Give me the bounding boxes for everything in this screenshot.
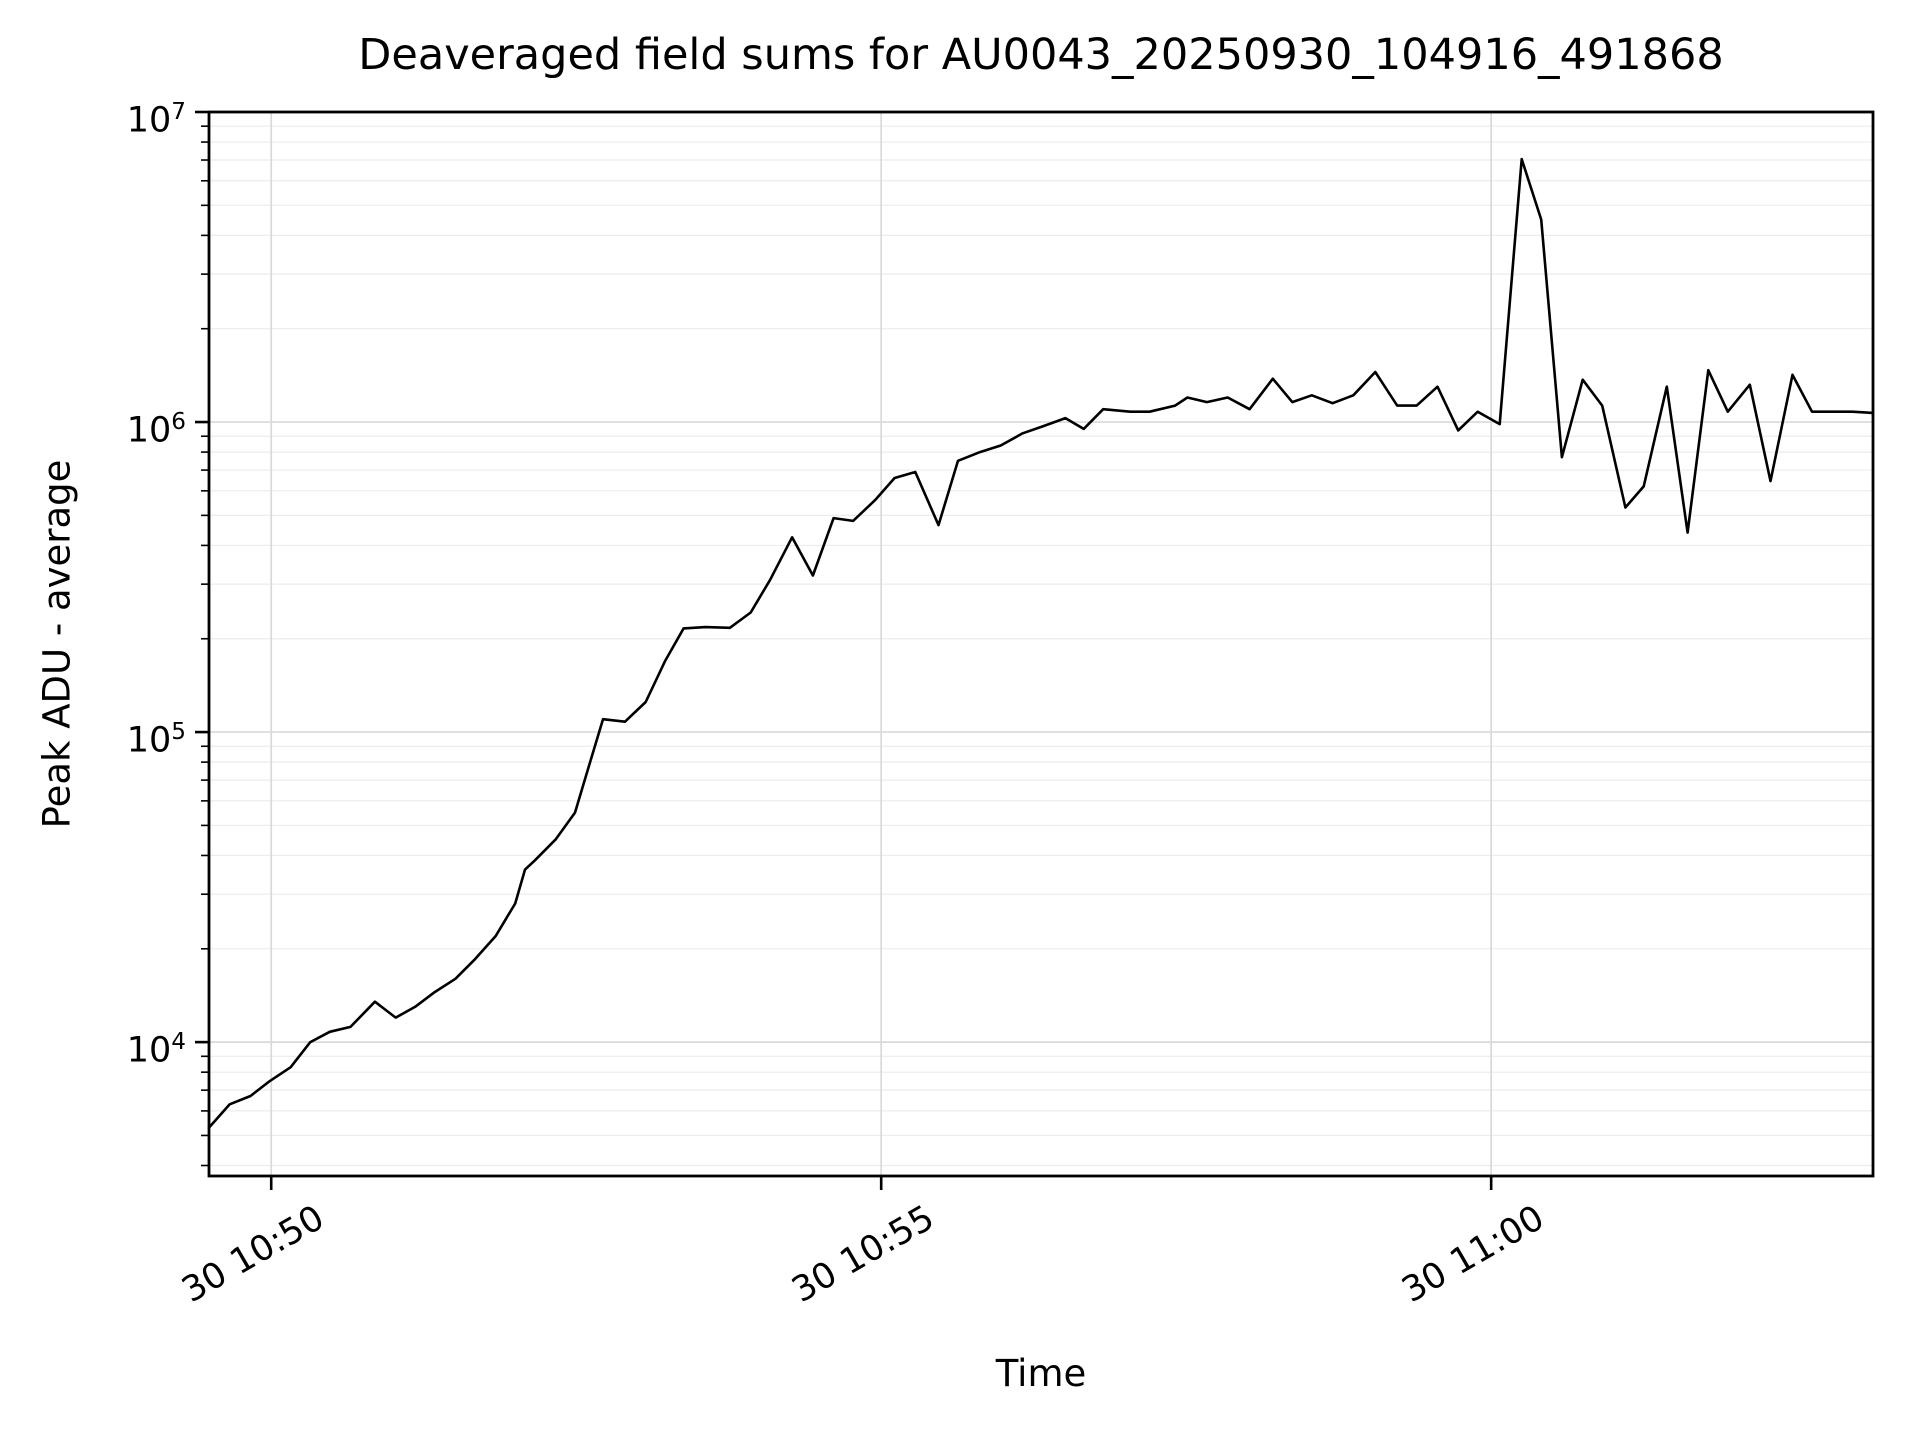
plot-spines	[207, 110, 1875, 1178]
x-axis-title: Time	[995, 1352, 1087, 1395]
y-tick-label: 105	[126, 719, 186, 761]
data-line	[207, 157, 1875, 1129]
y-tick-label: 107	[126, 99, 186, 141]
y-tick-label: 104	[126, 1029, 186, 1071]
chart-title: Deaveraged field sums for AU0043_2025093…	[358, 30, 1724, 80]
y-axis-title: Peak ADU - average	[35, 459, 79, 829]
y-tick-label: 106	[126, 409, 186, 451]
